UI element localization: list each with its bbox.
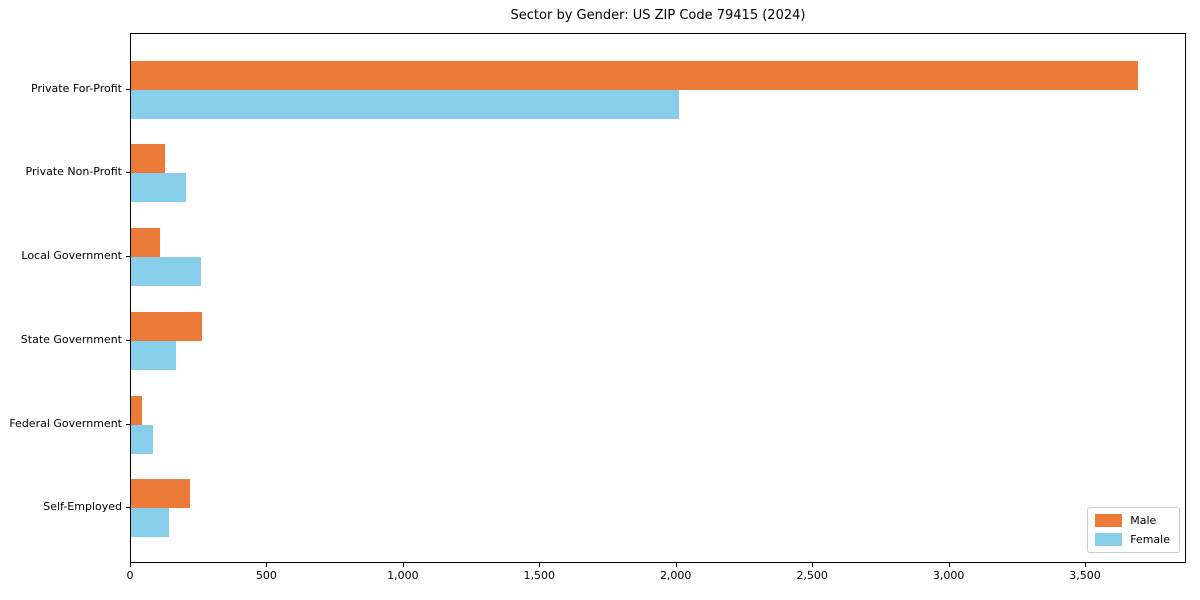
y-tick-mark xyxy=(126,256,130,257)
bar-male-federal-government xyxy=(131,395,142,425)
bar-female-federal-government xyxy=(131,424,153,454)
bar-female-private-non-profit xyxy=(131,173,186,203)
legend-label-female: Female xyxy=(1130,533,1170,546)
x-tick-label: 1,000 xyxy=(387,569,419,582)
legend-label-male: Male xyxy=(1130,514,1157,527)
x-tick-mark xyxy=(402,563,404,567)
x-tick-label: 0 xyxy=(126,569,134,582)
y-tick-label: Local Government xyxy=(21,249,122,262)
y-tick-mark xyxy=(126,340,130,341)
bar-male-private-for-profit xyxy=(131,60,1138,90)
bar-male-local-government xyxy=(131,228,160,258)
x-tick-label: 2,000 xyxy=(659,569,692,582)
x-tick-label: 3,500 xyxy=(1069,569,1101,582)
x-tick-mark xyxy=(1085,563,1086,567)
y-tick-mark xyxy=(126,89,130,90)
bar-female-self-employed xyxy=(131,508,169,538)
bar-female-private-for-profit xyxy=(131,89,679,119)
plot-area: Male Female xyxy=(130,33,1186,563)
bars-layer xyxy=(131,34,1185,562)
x-tick-mark xyxy=(130,563,131,567)
bar-male-self-employed xyxy=(131,479,190,509)
legend-item-male: Male xyxy=(1095,514,1170,527)
x-tick-mark xyxy=(675,563,677,567)
chart-title: Sector by Gender: US ZIP Code 79415 (202… xyxy=(510,8,806,23)
y-tick-label: Private For-Profit xyxy=(31,82,122,95)
bar-female-local-government xyxy=(131,257,201,287)
x-tick-mark xyxy=(812,563,814,567)
legend-item-female: Female xyxy=(1095,533,1170,546)
y-tick-label: Self-Employed xyxy=(43,500,122,513)
legend-swatch-male xyxy=(1095,514,1123,527)
x-tick-label: 3,000 xyxy=(932,569,965,582)
y-tick-mark xyxy=(126,424,130,425)
bar-male-state-government xyxy=(131,311,202,341)
bar-female-state-government xyxy=(131,340,176,370)
legend-swatch-female xyxy=(1095,533,1123,546)
y-tick-label: Private Non-Profit xyxy=(25,165,122,178)
y-tick-mark xyxy=(126,172,130,173)
x-tick-label: 1,500 xyxy=(523,569,556,582)
legend: Male Female xyxy=(1087,507,1180,553)
x-tick-label: 500 xyxy=(255,569,277,582)
bar-male-private-non-profit xyxy=(131,144,165,174)
x-tick-label: 2,500 xyxy=(796,569,828,582)
x-tick-mark xyxy=(266,563,268,567)
x-tick-mark xyxy=(539,563,541,567)
y-tick-label: Federal Government xyxy=(9,417,122,430)
x-tick-mark xyxy=(948,563,950,567)
y-tick-mark xyxy=(126,507,130,508)
y-tick-label: State Government xyxy=(20,333,122,346)
